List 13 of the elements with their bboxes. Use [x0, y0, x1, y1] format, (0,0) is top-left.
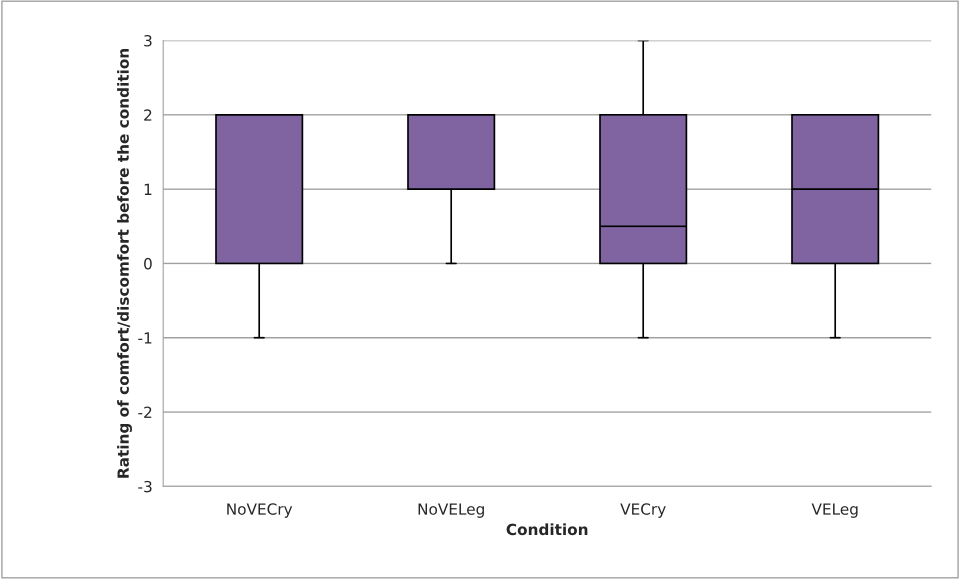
y-tick-label: 3: [144, 34, 152, 47]
x-tick-label: NoVELeg: [418, 503, 484, 518]
x-tick-label: VECry: [620, 503, 666, 518]
x-tick-label: VELeg: [812, 503, 858, 518]
x-axis-title: Condition: [506, 523, 588, 536]
y-tick-label: 2: [144, 109, 152, 121]
y-tick-label: -2: [138, 406, 152, 418]
x-tick-label: NoVECry: [227, 503, 292, 518]
y-tick-label: 1: [144, 184, 152, 195]
y-tick-label: -3: [138, 480, 152, 492]
y-tick-label: -1: [138, 332, 152, 344]
y-tick-label: 0: [144, 258, 152, 270]
y-axis-title: Rating of comfort/discomfort before the condition: [117, 48, 132, 478]
